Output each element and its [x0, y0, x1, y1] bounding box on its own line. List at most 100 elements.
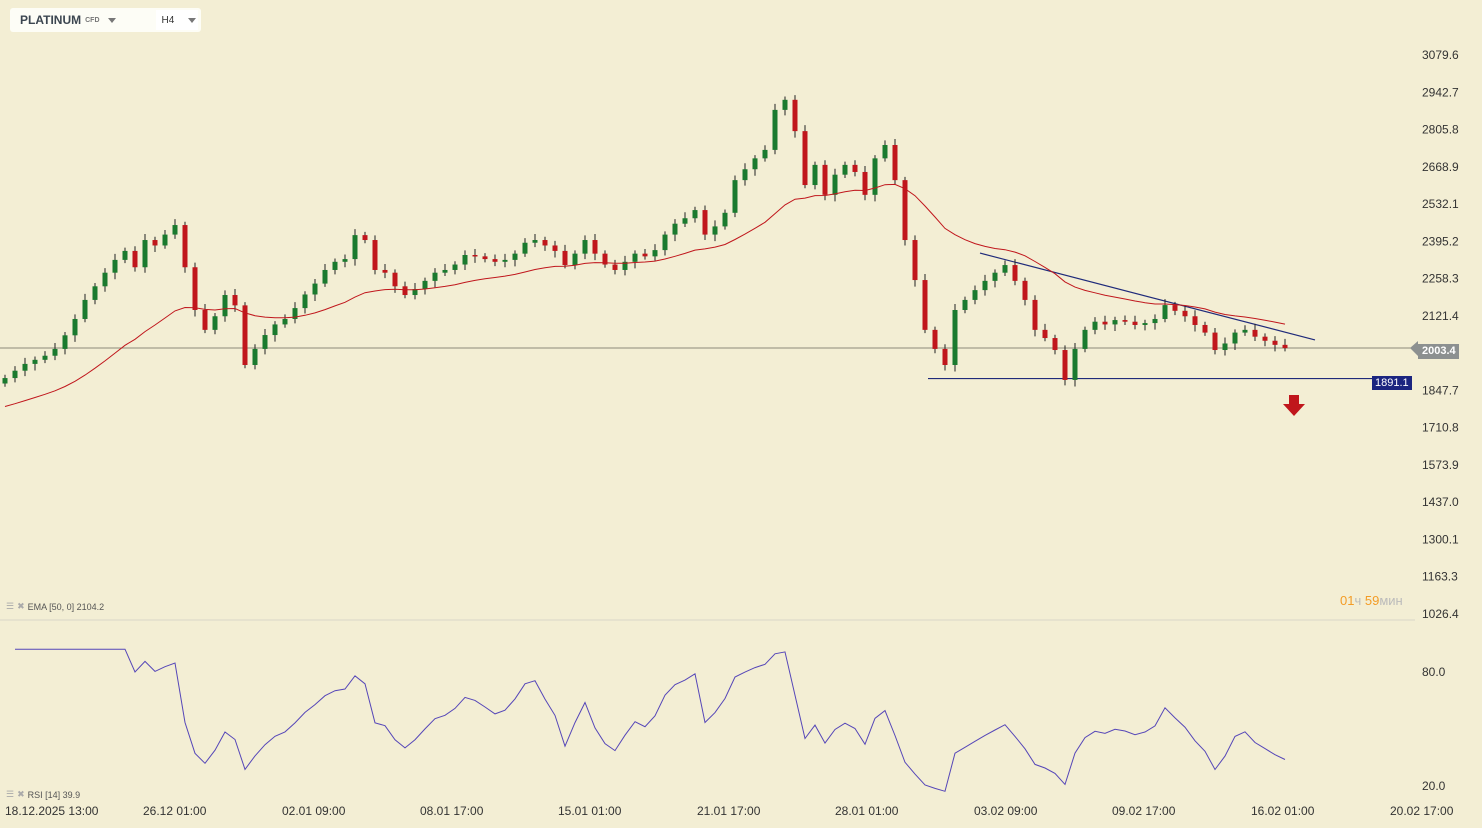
candle-body: [882, 145, 888, 159]
candle-body: [902, 180, 908, 241]
candle-body: [502, 259, 508, 262]
candle-body: [532, 240, 538, 243]
candle-body: [1212, 332, 1218, 351]
x-tick-label: 26.12 01:00: [143, 804, 207, 818]
candle-body: [962, 299, 968, 310]
timeframe-select[interactable]: H4: [155, 10, 198, 30]
candle-body: [452, 264, 458, 270]
candle-body: [812, 164, 818, 186]
candle-body: [552, 245, 558, 251]
close-icon[interactable]: ✖: [17, 601, 25, 611]
candle-body: [512, 253, 518, 260]
candle-body: [562, 250, 568, 266]
candle-body: [782, 99, 788, 110]
candle-body: [732, 180, 738, 213]
candle-body: [682, 218, 688, 224]
candle-body: [1052, 338, 1058, 351]
candle-body: [202, 309, 208, 330]
candle-body: [1232, 332, 1238, 344]
candle-body: [322, 269, 328, 284]
candle-body: [392, 272, 398, 287]
x-tick-label: 02.01 09:00: [282, 804, 346, 818]
timeframe-value: H4: [161, 14, 175, 26]
candle-body: [1022, 280, 1028, 300]
candle-body: [1122, 320, 1128, 322]
y-tick-label: 3079.6: [1422, 48, 1459, 62]
candle-body: [642, 253, 648, 257]
y-tick-label: 1163.3: [1422, 570, 1458, 584]
x-tick-label: 18.12.2025 13:00: [5, 804, 99, 818]
candle-body: [242, 305, 248, 365]
symbol-name[interactable]: PLATINUM: [20, 13, 82, 27]
settings-icon[interactable]: ☰: [6, 789, 15, 799]
candle-body: [1032, 299, 1038, 330]
sell-arrow-icon: [1283, 395, 1305, 416]
candle-body: [232, 295, 238, 306]
y-tick-label: 2395.2: [1422, 234, 1459, 248]
rsi-indicator-label: ☰ ✖ RSI [14] 39.9: [6, 789, 80, 800]
symbol-dropdown-icon[interactable]: [107, 17, 116, 23]
x-tick-label: 15.01 01:00: [558, 804, 622, 818]
candle-body: [1152, 318, 1158, 324]
candle-body: [352, 235, 358, 260]
candle-body: [752, 158, 758, 170]
candle-body: [1202, 324, 1208, 333]
candle-body: [122, 250, 128, 260]
candle-body: [1132, 321, 1138, 325]
candle-body: [822, 164, 828, 195]
candle-body: [1272, 340, 1278, 345]
rsi-tick-label: 80.0: [1422, 665, 1446, 679]
candle-body: [1242, 329, 1248, 333]
candle-body: [1002, 265, 1008, 273]
candle-body: [1072, 348, 1078, 380]
candle-body: [602, 253, 608, 265]
candle-body: [952, 309, 958, 365]
candle-body: [272, 324, 278, 336]
candle-body: [912, 240, 918, 281]
candle-body: [142, 240, 148, 268]
ema-line: [4, 183, 1286, 407]
candle-body: [432, 272, 438, 281]
candle-body: [892, 145, 898, 181]
y-tick-label: 1300.1: [1422, 532, 1459, 546]
candle-body: [302, 294, 308, 309]
candle-body: [862, 171, 868, 195]
rsi-tick-label: 20.0: [1422, 779, 1446, 793]
candle-body: [1252, 329, 1258, 337]
candle-body: [292, 308, 298, 319]
rsi-line: [15, 648, 1286, 792]
candle-body: [1182, 310, 1188, 317]
support-level-badge: 1891.1: [1372, 376, 1412, 390]
candle-body: [742, 169, 748, 181]
candle-body: [572, 253, 578, 266]
candle-body: [872, 158, 878, 195]
x-tick-label: 16.02 01:00: [1251, 804, 1315, 818]
y-tick-label: 1573.9: [1422, 458, 1459, 472]
candle-body: [1192, 316, 1198, 325]
candle-body: [212, 316, 218, 330]
candle-body: [62, 335, 68, 349]
timer-hours-unit: ч: [1354, 593, 1362, 608]
timer-minutes-unit: мин: [1379, 593, 1403, 608]
candle-body: [692, 210, 698, 219]
candle-body: [662, 234, 668, 251]
rsi-label: RSI [14] 39.9: [27, 789, 81, 800]
candle-body: [1042, 329, 1048, 339]
candle-body: [672, 223, 678, 235]
y-tick-label: 1026.4: [1422, 607, 1459, 621]
close-icon[interactable]: ✖: [17, 789, 25, 799]
settings-icon[interactable]: ☰: [6, 601, 15, 611]
candle-body: [252, 348, 258, 365]
candle-body: [942, 348, 948, 365]
x-tick-label: 28.01 01:00: [835, 804, 899, 818]
candle-timer: 01ч 59мин: [1340, 593, 1403, 608]
candle-body: [612, 264, 618, 270]
candle-body: [362, 235, 368, 241]
candle-body: [222, 295, 228, 317]
candle-body: [22, 363, 28, 371]
candle-body: [112, 259, 118, 273]
candle-body: [442, 269, 448, 273]
candle-body: [262, 335, 268, 349]
candle-body: [542, 240, 548, 246]
